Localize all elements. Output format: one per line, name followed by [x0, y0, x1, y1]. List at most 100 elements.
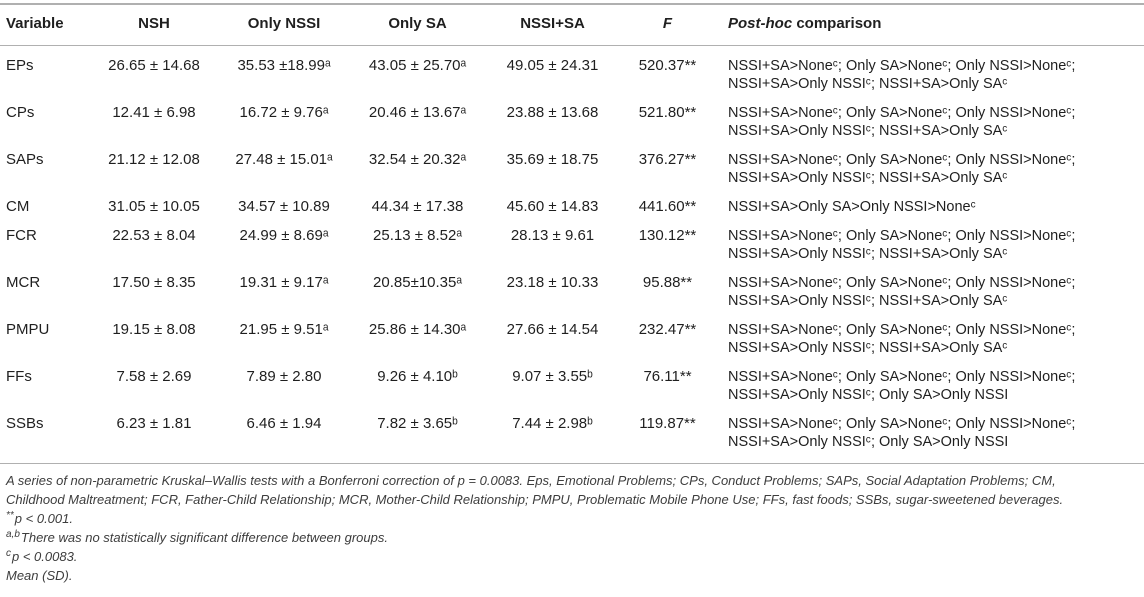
table-row: PMPU 19.15 ± 8.08 21.95 ± 9.51ᵃ 25.86 ± … [0, 310, 1144, 357]
cell-only-nssi: 27.48 ± 15.01ᵃ [235, 151, 333, 168]
footnote-significance: **p < 0.001. [6, 509, 1144, 528]
footnote-abbreviations-line-2: Childhood Maltreatment; FCR, Father-Chil… [6, 490, 1144, 509]
cell-only-nssi: 16.72 ± 9.76ᵃ [239, 104, 329, 121]
footnote-abbreviations-line-1: A series of non-parametric Kruskal–Walli… [6, 471, 1144, 490]
footnote-text: p < 0.0083. [12, 549, 78, 564]
col-header-f-statistic: F [620, 4, 715, 46]
footnote-marker: ** [6, 509, 14, 521]
footnote-text: There was no statistically significant d… [20, 530, 388, 545]
cell-variable: EPs [6, 57, 34, 74]
table-footnotes: A series of non-parametric Kruskal–Walli… [6, 471, 1144, 585]
cell-posthoc: NSSI+SA>Noneᶜ; Only SA>Noneᶜ; Only NSSI>… [728, 416, 1076, 450]
cell-f-statistic: 441.60** [638, 198, 697, 215]
cell-posthoc: NSSI+SA>Noneᶜ; Only SA>Noneᶜ; Only NSSI>… [728, 105, 1076, 139]
cell-posthoc: NSSI+SA>Noneᶜ; Only SA>Noneᶜ; Only NSSI>… [728, 322, 1076, 356]
cell-nsh: 31.05 ± 10.05 [108, 198, 200, 215]
cell-only-sa: 25.13 ± 8.52ᵃ [373, 227, 462, 244]
cell-nssi-sa: 35.69 ± 18.75 [506, 151, 599, 168]
kruskal-wallis-results-table: Variable NSH Only NSSI Only SA NSSI+SA F… [0, 3, 1144, 464]
cell-only-nssi: 6.46 ± 1.94 [246, 415, 322, 432]
posthoc-header-rest: comparison [792, 15, 882, 32]
cell-nsh: 12.41 ± 6.98 [112, 104, 196, 121]
cell-nssi-sa: 27.66 ± 14.54 [506, 321, 599, 338]
cell-only-nssi: 35.53 ±18.99ᵃ [237, 57, 331, 74]
cell-f-statistic: 130.12** [638, 227, 697, 244]
cell-variable: SAPs [6, 151, 44, 168]
footnote-text: Childhood Maltreatment; FCR, Father-Chil… [6, 492, 1064, 507]
table-row: MCR 17.50 ± 8.35 19.31 ± 9.17ᵃ 20.85±10.… [0, 263, 1144, 310]
cell-only-nssi: 24.99 ± 8.69ᵃ [239, 227, 329, 244]
cell-nssi-sa: 23.88 ± 13.68 [506, 104, 599, 121]
cell-variable: CPs [6, 104, 35, 121]
cell-nsh: 21.12 ± 12.08 [108, 151, 200, 168]
footnote-marker: a,b [6, 528, 20, 540]
cell-only-sa: 9.26 ± 4.10ᵇ [377, 368, 458, 385]
table-row: SSBs 6.23 ± 1.81 6.46 ± 1.94 7.82 ± 3.65… [0, 404, 1144, 464]
col-header-only-nssi: Only NSSI [218, 4, 350, 46]
cell-f-statistic: 520.37** [638, 57, 697, 74]
cell-posthoc: NSSI+SA>Noneᶜ; Only SA>Noneᶜ; Only NSSI>… [728, 58, 1076, 92]
cell-variable: FFs [6, 368, 32, 385]
footnote-nonsignificance: a,bThere was no statistically significan… [6, 528, 1144, 547]
cell-variable: MCR [6, 274, 41, 291]
cell-f-statistic: 119.87** [639, 415, 696, 432]
footnote-p-threshold: cp < 0.0083. [6, 547, 1144, 566]
cell-nsh: 26.65 ± 14.68 [108, 57, 200, 74]
col-header-nsh: NSH [90, 4, 218, 46]
cell-f-statistic: 521.80** [638, 104, 697, 121]
table-row: FCR 22.53 ± 8.04 24.99 ± 8.69ᵃ 25.13 ± 8… [0, 216, 1144, 263]
cell-only-nssi: 34.57 ± 10.89 [238, 198, 330, 215]
cell-f-statistic: 376.27** [638, 151, 697, 168]
footnote-text: Mean (SD). [6, 568, 73, 583]
cell-posthoc: NSSI+SA>Noneᶜ; Only SA>Noneᶜ; Only NSSI>… [728, 369, 1076, 403]
col-header-posthoc: Post-hoc comparison [715, 4, 1144, 46]
cell-f-statistic: 232.47** [638, 321, 697, 338]
cell-posthoc: NSSI+SA>Only SA>Only NSSI>Noneᶜ [728, 199, 976, 215]
table-body: EPs 26.65 ± 14.68 35.53 ±18.99ᵃ 43.05 ± … [0, 46, 1144, 464]
cell-variable: FCR [6, 227, 37, 244]
cell-f-statistic: 76.11** [643, 368, 692, 385]
cell-only-sa: 43.05 ± 25.70ᵃ [368, 57, 467, 74]
table-row: CPs 12.41 ± 6.98 16.72 ± 9.76ᵃ 20.46 ± 1… [0, 93, 1144, 140]
footnote-marker: c [6, 547, 11, 559]
table-row: FFs 7.58 ± 2.69 7.89 ± 2.80 9.26 ± 4.10ᵇ… [0, 357, 1144, 404]
table-header: Variable NSH Only NSSI Only SA NSSI+SA F… [0, 4, 1144, 46]
cell-only-sa: 44.34 ± 17.38 [371, 198, 464, 215]
cell-f-statistic: 95.88** [642, 274, 693, 291]
cell-posthoc: NSSI+SA>Noneᶜ; Only SA>Noneᶜ; Only NSSI>… [728, 228, 1076, 262]
cell-only-nssi: 21.95 ± 9.51ᵃ [239, 321, 329, 338]
table-row: CM 31.05 ± 10.05 34.57 ± 10.89 44.34 ± 1… [0, 187, 1144, 216]
footnote-mean-sd: Mean (SD). [6, 566, 1144, 585]
cell-nssi-sa: 23.18 ± 10.33 [506, 274, 599, 291]
cell-variable: SSBs [6, 415, 44, 432]
cell-only-sa: 7.82 ± 3.65ᵇ [377, 415, 458, 432]
cell-nssi-sa: 9.07 ± 3.55ᵇ [512, 368, 593, 385]
cell-nsh: 17.50 ± 8.35 [112, 274, 196, 291]
cell-only-sa: 32.54 ± 20.32ᵃ [368, 151, 467, 168]
cell-nssi-sa: 45.60 ± 14.83 [506, 198, 599, 215]
table-row: SAPs 21.12 ± 12.08 27.48 ± 15.01ᵃ 32.54 … [0, 140, 1144, 187]
header-row: Variable NSH Only NSSI Only SA NSSI+SA F… [0, 4, 1144, 46]
cell-variable: PMPU [6, 321, 50, 338]
cell-nsh: 6.23 ± 1.81 [116, 415, 192, 432]
cell-nssi-sa: 28.13 ± 9.61 [510, 227, 595, 244]
cell-only-sa: 20.46 ± 13.67ᵃ [368, 104, 467, 121]
col-header-variable: Variable [0, 4, 90, 46]
cell-only-nssi: 19.31 ± 9.17ᵃ [239, 274, 329, 291]
cell-only-sa: 20.85±10.35ᵃ [373, 274, 462, 291]
table-row: EPs 26.65 ± 14.68 35.53 ±18.99ᵃ 43.05 ± … [0, 46, 1144, 94]
posthoc-header-italic: Post-hoc [728, 15, 793, 32]
cell-posthoc: NSSI+SA>Noneᶜ; Only SA>Noneᶜ; Only NSSI>… [728, 152, 1076, 186]
cell-variable: CM [6, 198, 30, 215]
cell-nssi-sa: 7.44 ± 2.98ᵇ [512, 415, 593, 432]
col-header-nssi-sa: NSSI+SA [485, 4, 620, 46]
cell-posthoc: NSSI+SA>Noneᶜ; Only SA>Noneᶜ; Only NSSI>… [728, 275, 1076, 309]
cell-only-nssi: 7.89 ± 2.80 [246, 368, 322, 385]
cell-nsh: 22.53 ± 8.04 [112, 227, 196, 244]
cell-nssi-sa: 49.05 ± 24.31 [506, 57, 599, 74]
footnote-text: p < 0.001. [14, 511, 73, 526]
cell-only-sa: 25.86 ± 14.30ᵃ [368, 321, 467, 338]
cell-nsh: 7.58 ± 2.69 [116, 368, 192, 385]
footnote-text: A series of non-parametric Kruskal–Walli… [6, 473, 1056, 488]
